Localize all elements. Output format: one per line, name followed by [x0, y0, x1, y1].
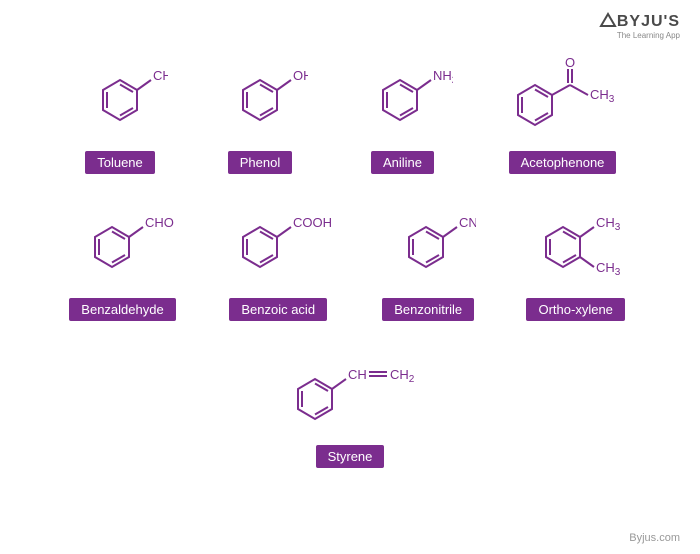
svg-text:CN: CN: [459, 215, 476, 230]
brand-tagline: The Learning App: [599, 31, 680, 40]
compounds-grid: CH3 Toluene OH Phenol: [0, 0, 700, 468]
structure-benzaldehyde: CHO: [70, 202, 175, 292]
compound-benzaldehyde: CHO Benzaldehyde: [69, 202, 175, 321]
compound-aniline: NH2 Aniline: [353, 55, 453, 174]
structure-acetophenone: O CH3: [498, 55, 628, 145]
watermark: Byjus.com: [629, 532, 680, 544]
svg-text:O: O: [565, 55, 575, 70]
label-benzoic-acid: Benzoic acid: [229, 298, 327, 321]
brand-logo: BYJU'S The Learning App: [599, 12, 680, 40]
compound-styrene: CH CH2 Styrene: [270, 349, 430, 468]
structure-benzoic-acid: COOH: [221, 202, 336, 292]
svg-text:CH3: CH3: [596, 260, 621, 278]
svg-text:CHO: CHO: [145, 215, 174, 230]
label-acetophenone: Acetophenone: [509, 151, 617, 174]
structure-aniline: NH2: [353, 55, 453, 145]
compound-phenol: OH Phenol: [213, 55, 308, 174]
label-aniline: Aniline: [371, 151, 434, 174]
label-benzaldehyde: Benzaldehyde: [69, 298, 175, 321]
svg-text:NH2: NH2: [433, 68, 453, 86]
label-phenol: Phenol: [228, 151, 292, 174]
compound-ortho-xylene: CH3 CH3 Ortho-xylene: [521, 202, 631, 321]
svg-text:COOH: COOH: [293, 215, 332, 230]
brand-name: BYJU'S: [599, 12, 680, 31]
svg-text:CH3: CH3: [153, 68, 168, 86]
compound-row: CH3 Toluene OH Phenol: [73, 55, 628, 174]
compound-benzoic-acid: COOH Benzoic acid: [221, 202, 336, 321]
structure-styrene: CH CH2: [270, 349, 430, 439]
compound-toluene: CH3 Toluene: [73, 55, 168, 174]
compound-benzonitrile: CN Benzonitrile: [381, 202, 476, 321]
structure-toluene: CH3: [73, 55, 168, 145]
svg-text:OH: OH: [293, 68, 308, 83]
label-ortho-xylene: Ortho-xylene: [526, 298, 624, 321]
label-benzonitrile: Benzonitrile: [382, 298, 474, 321]
svg-text:CH3: CH3: [590, 87, 615, 105]
structure-benzonitrile: CN: [381, 202, 476, 292]
compound-acetophenone: O CH3 Acetophenone: [498, 55, 628, 174]
label-styrene: Styrene: [316, 445, 385, 468]
compound-row: CH CH2 Styrene: [270, 349, 430, 468]
structure-ortho-xylene: CH3 CH3: [521, 202, 631, 292]
structure-phenol: OH: [213, 55, 308, 145]
svg-text:CH2: CH2: [390, 367, 415, 385]
svg-text:CH3: CH3: [596, 215, 621, 233]
compound-row: CHO Benzaldehyde COOH Benzoic ac: [69, 202, 630, 321]
svg-text:CH: CH: [348, 367, 367, 382]
label-toluene: Toluene: [85, 151, 155, 174]
